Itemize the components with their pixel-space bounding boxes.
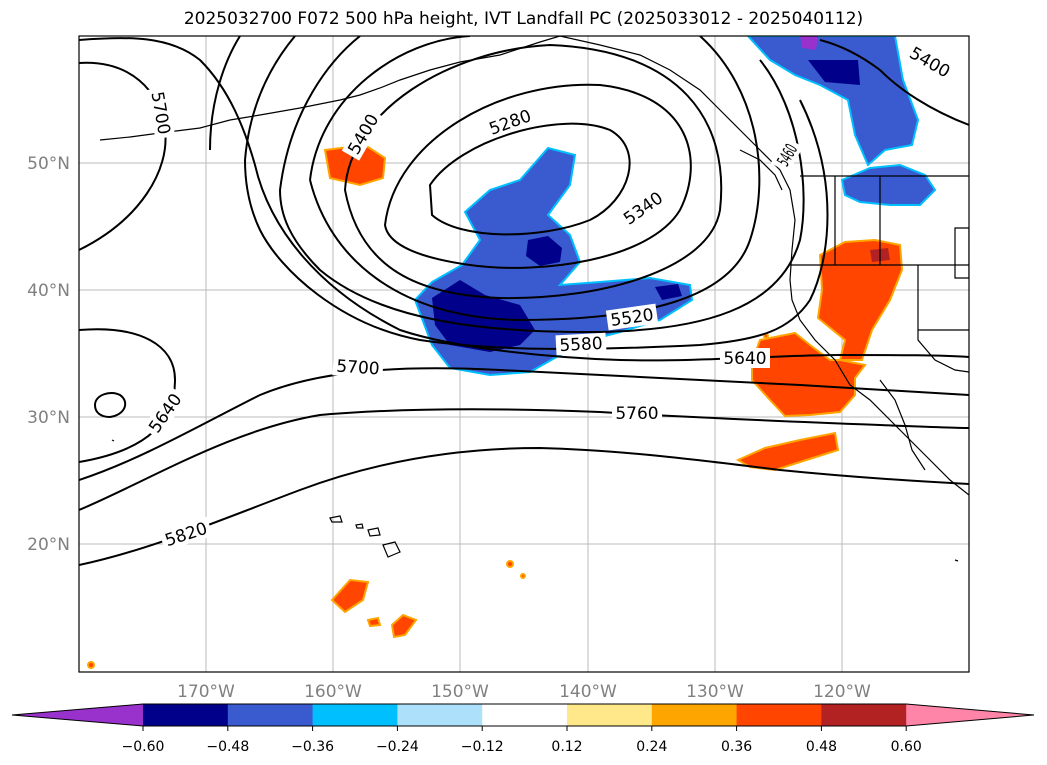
colorbar-segment bbox=[397, 704, 483, 726]
colorbar-segment bbox=[482, 704, 568, 726]
colorbar-tick-label: 0.36 bbox=[721, 739, 752, 755]
longitude-labels: 170°W 160°W 150°W 140°W 130°W 120°W bbox=[177, 682, 871, 702]
map-area: 5280 5340 5400 5400 5460 5520 5580 5640 … bbox=[79, 36, 969, 672]
lon-tick-label: 170°W bbox=[177, 682, 235, 702]
contour-label: 5400 bbox=[906, 43, 953, 82]
colorbar: −0.60 −0.48 −0.36 −0.24 −0.12 0.12 0.24 0.36 0.4… bbox=[11, 703, 1035, 755]
coastlines bbox=[99, 36, 969, 562]
contour-label: 5760 bbox=[615, 404, 658, 424]
contour-labels: 5280 5340 5400 5400 5460 5520 5580 5640 … bbox=[142, 40, 957, 552]
contour-label: 5580 bbox=[559, 334, 603, 356]
colorbar-tick-label: −0.36 bbox=[291, 739, 334, 755]
colorbar-segment bbox=[312, 704, 398, 726]
colorbar-segment bbox=[651, 704, 738, 726]
lon-tick-label: 120°W bbox=[813, 682, 871, 702]
contour-label: 5400 bbox=[344, 111, 383, 158]
lon-tick-label: 150°W bbox=[431, 682, 489, 702]
colorbar-segment bbox=[821, 704, 907, 726]
height-contours bbox=[79, 36, 969, 566]
colorbar-tick-label: 0.12 bbox=[551, 739, 582, 755]
lon-tick-label: 130°W bbox=[686, 682, 744, 702]
colorbar-segment bbox=[736, 704, 822, 726]
colorbar-tick-label: −0.48 bbox=[206, 739, 249, 755]
colorbar-tick-label: −0.60 bbox=[122, 739, 165, 755]
contour-label: 5700 bbox=[336, 357, 381, 380]
latitude-labels: 50°N 40°N 30°N 20°N bbox=[27, 154, 70, 555]
colorbar-tick-label: 0.24 bbox=[636, 739, 667, 755]
lon-tick-label: 160°W bbox=[304, 682, 362, 702]
colorbar-tick-label: −0.12 bbox=[461, 739, 504, 755]
colorbar-segment bbox=[567, 704, 653, 726]
colorbar-extend-low bbox=[12, 704, 143, 726]
colorbar-tick-label: −0.24 bbox=[376, 739, 419, 755]
map-frame bbox=[78, 35, 970, 673]
contour-label: 5820 bbox=[163, 519, 210, 551]
colorbar-tick-label: 0.60 bbox=[891, 739, 922, 755]
lat-tick-label: 40°N bbox=[27, 281, 70, 301]
lat-tick-label: 20°N bbox=[27, 535, 70, 555]
map-title: 2025032700 F072 500 hPa height, IVT Land… bbox=[183, 9, 864, 29]
colorbar-tick-label: 0.48 bbox=[806, 739, 837, 755]
ivt-positive-region bbox=[87, 143, 904, 669]
colorbar-segment bbox=[143, 704, 229, 726]
lat-tick-label: 30°N bbox=[27, 408, 70, 428]
lat-tick-label: 50°N bbox=[27, 154, 70, 174]
lon-tick-label: 140°W bbox=[559, 682, 617, 702]
contour-label: 5640 bbox=[723, 349, 766, 369]
colorbar-segment bbox=[227, 704, 314, 726]
colorbar-extend-high bbox=[906, 704, 1034, 726]
contour-label: 5700 bbox=[146, 90, 173, 136]
